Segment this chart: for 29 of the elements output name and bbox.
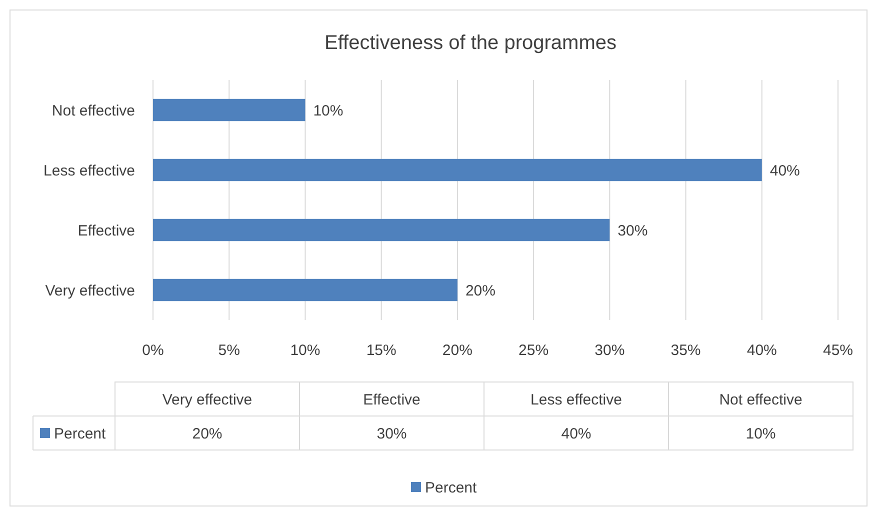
x-tick-label: 0%	[142, 342, 164, 359]
data-label: 40%	[770, 162, 800, 180]
text: 10%	[746, 425, 776, 442]
data-label: 10%	[313, 102, 344, 120]
legend-label: Percent	[54, 425, 107, 442]
x-tick-label: 20%	[442, 342, 472, 359]
x-tick-label: 45%	[822, 342, 854, 359]
y-tick-label: Very effective	[45, 282, 135, 300]
x-tick-label: 30%	[594, 342, 625, 359]
x-tick-label: 35%	[670, 342, 701, 359]
text: 30%	[376, 425, 407, 442]
y-tick-label: Not effective	[52, 102, 135, 120]
category-label: Not effective	[719, 391, 802, 408]
text: Percent	[425, 479, 477, 496]
y-tick-label: Less effective	[44, 162, 135, 180]
chart-title: Effectiveness of the programmes	[324, 32, 616, 54]
y-tick-label: Effective	[78, 222, 135, 240]
data-label: 20%	[465, 282, 496, 300]
text: 20%	[192, 425, 222, 442]
x-tick-label: 15%	[366, 342, 396, 359]
category-label: Effective	[363, 391, 420, 408]
x-tick-label: 40%	[746, 342, 777, 359]
text: 40%	[561, 425, 592, 442]
x-tick-label: 10%	[290, 342, 320, 359]
data-label: 30%	[618, 222, 648, 240]
category-label: Very effective	[162, 391, 252, 408]
x-tick-label: 5%	[218, 342, 240, 359]
x-tick-label: 25%	[518, 342, 549, 359]
category-label: Less effective	[530, 391, 622, 408]
